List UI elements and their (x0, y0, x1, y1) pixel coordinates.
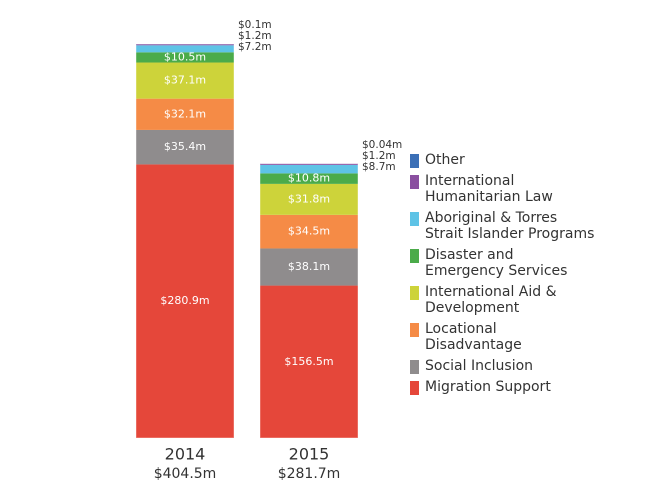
legend-label: Disaster and Emergency Services (425, 247, 568, 279)
value-label: $37.1m (164, 74, 206, 87)
bar-segment (260, 214, 358, 249)
legend-item: International Aid & Development (410, 284, 660, 316)
bar-segment (260, 248, 358, 286)
legend-swatch (410, 212, 419, 226)
value-label: $280.9m (160, 294, 209, 307)
bar-segment (136, 129, 234, 165)
legend-item: Other (410, 152, 660, 168)
bar-segment (136, 164, 234, 439)
bar-outline (135, 43, 235, 439)
legend-label: Aboriginal & Torres Strait Islander Prog… (425, 210, 595, 242)
legend-swatch (410, 286, 419, 300)
legend: Other International Humanitarian Law Abori… (410, 152, 660, 400)
bar-segment (136, 98, 234, 130)
total-label: $281.7m (278, 466, 341, 482)
value-label: $10.8m (288, 172, 330, 185)
bar-segment (260, 285, 358, 438)
value-label: $156.5m (284, 355, 333, 368)
legend-swatch (410, 323, 419, 337)
value-label: $31.8m (288, 192, 330, 205)
legend-label: Locational Disadvantage (425, 321, 522, 353)
x-tick-label: 2014 (165, 445, 206, 464)
legend-item: International Humanitarian Law (410, 173, 660, 205)
bar-segment (260, 173, 358, 184)
legend-label: Migration Support (425, 379, 551, 395)
value-label: $10.5m (164, 50, 206, 63)
value-label: $7.2m (238, 41, 272, 53)
x-tick-label: 2015 (289, 445, 330, 464)
value-label: $32.1m (164, 107, 206, 120)
legend-label: International Humanitarian Law (425, 173, 553, 205)
legend-label: Other (425, 152, 465, 168)
bar-outline (259, 163, 359, 439)
bar-segment (136, 45, 234, 53)
value-label: $0.1m (238, 19, 272, 31)
value-label: $38.1m (288, 260, 330, 273)
total-label: $404.5m (154, 466, 217, 482)
legend-label: International Aid & Development (425, 284, 557, 316)
legend-swatch (410, 175, 419, 189)
legend-label: Social Inclusion (425, 358, 534, 374)
legend-swatch (410, 154, 419, 168)
value-label: $34.5m (288, 225, 330, 238)
legend-item: Disaster and Emergency Services (410, 247, 660, 279)
value-label: $1.2m (238, 30, 272, 42)
bar-segment (136, 44, 234, 46)
legend-item: Migration Support (410, 379, 660, 395)
value-label: $35.4m (164, 140, 206, 153)
legend-item: Locational Disadvantage (410, 321, 660, 353)
bar-segment (260, 183, 358, 215)
bar-segment (260, 163, 358, 165)
legend-item: Social Inclusion (410, 358, 660, 374)
bar-segment (136, 52, 234, 63)
value-label: $1.2m (362, 150, 396, 162)
legend-swatch (410, 381, 419, 395)
legend-swatch (410, 249, 419, 263)
value-label: $8.7m (362, 161, 396, 173)
bar-segment (136, 62, 234, 99)
value-label: $0.04m (362, 139, 402, 151)
legend-item: Aboriginal & Torres Strait Islander Prog… (410, 210, 660, 242)
bar-segment (260, 164, 358, 174)
legend-swatch (410, 360, 419, 374)
